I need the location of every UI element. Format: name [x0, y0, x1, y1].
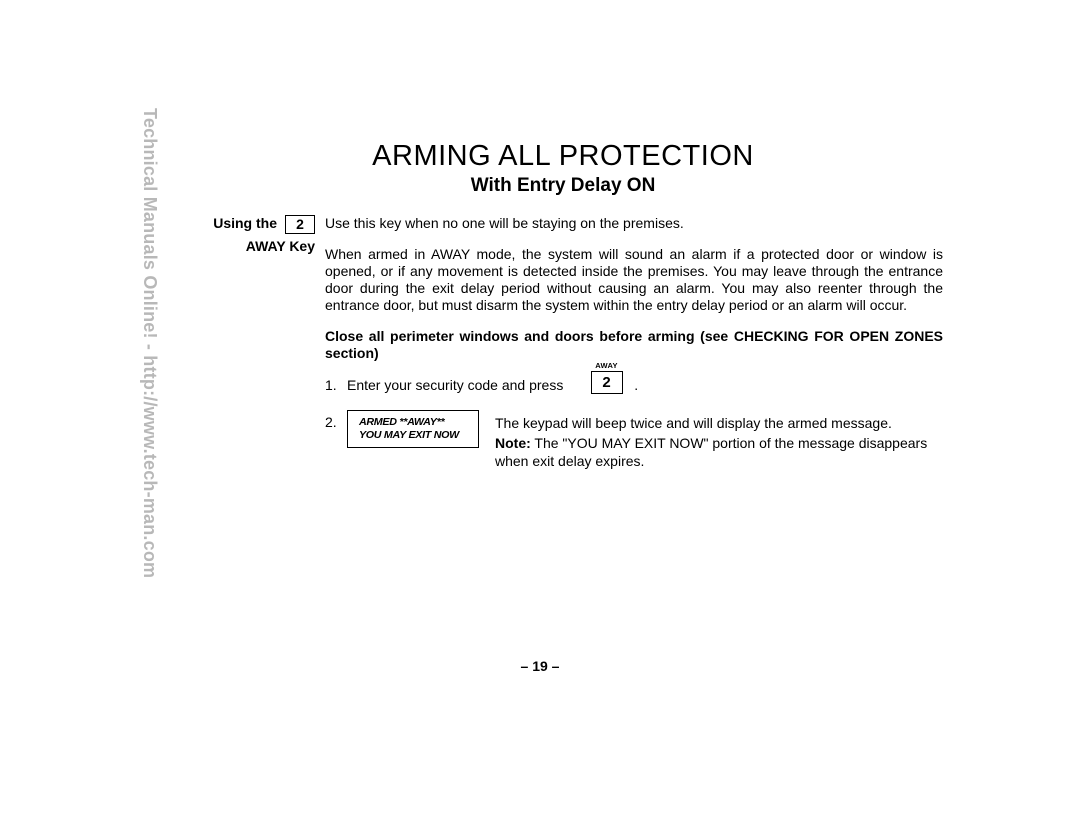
note-label: Note:	[495, 435, 531, 451]
page-number: – 19 –	[0, 658, 1080, 674]
label-prefix: Using the	[213, 215, 277, 231]
main-section: Using the 2 AWAY Key Use this key when n…	[183, 215, 943, 472]
document-page: Technical Manuals Online! - http://www.t…	[0, 0, 1080, 834]
page-subtitle: With Entry Delay ON	[183, 175, 943, 197]
lcd-line-1: ARMED **AWAY**	[359, 416, 467, 429]
step-1-text-before: Enter your security code and press	[347, 377, 591, 394]
note-text: The "YOU MAY EXIT NOW" portion of the me…	[495, 435, 927, 469]
step-1: 1. Enter your security code and press AW…	[325, 377, 943, 394]
away-key-box-big: 2	[591, 371, 623, 394]
watermark-text: Technical Manuals Online! - http://www.t…	[139, 108, 160, 588]
page-title: ARMING ALL PROTECTION	[183, 140, 943, 173]
label-column: Using the 2 AWAY Key	[183, 215, 325, 254]
paragraph-bold-instruction: Close all perimeter windows and doors be…	[325, 328, 943, 362]
lcd-display: ARMED **AWAY** YOU MAY EXIT NOW	[347, 410, 479, 448]
step-2-text: The keypad will beep twice and will disp…	[495, 414, 943, 473]
step-2-number: 2.	[325, 414, 347, 431]
page-content: ARMING ALL PROTECTION With Entry Delay O…	[183, 140, 943, 472]
away-key-box-small: 2	[285, 215, 315, 234]
step-1-body: Enter your security code and press AWAY …	[347, 377, 943, 394]
away-key-top-label: AWAY	[595, 361, 618, 370]
away-key-inline: AWAY 2	[591, 361, 623, 394]
step-2-note: Note: The "YOU MAY EXIT NOW" portion of …	[495, 434, 943, 470]
step-1-number: 1.	[325, 377, 347, 394]
step-1-text-after: .	[623, 377, 639, 394]
step-2-msg: The keypad will beep twice and will disp…	[495, 414, 943, 432]
lcd-line-2: YOU MAY EXIT NOW	[359, 429, 467, 442]
paragraph-desc: When armed in AWAY mode, the system will…	[325, 246, 943, 314]
label-line-1: Using the 2	[183, 215, 315, 234]
step-2-body: ARMED **AWAY** YOU MAY EXIT NOW The keyp…	[347, 414, 943, 473]
step-2: 2. ARMED **AWAY** YOU MAY EXIT NOW The k…	[325, 414, 943, 473]
label-line-2: AWAY Key	[183, 238, 315, 254]
body-column: Use this key when no one will be staying…	[325, 215, 943, 472]
paragraph-intro: Use this key when no one will be staying…	[325, 215, 943, 232]
